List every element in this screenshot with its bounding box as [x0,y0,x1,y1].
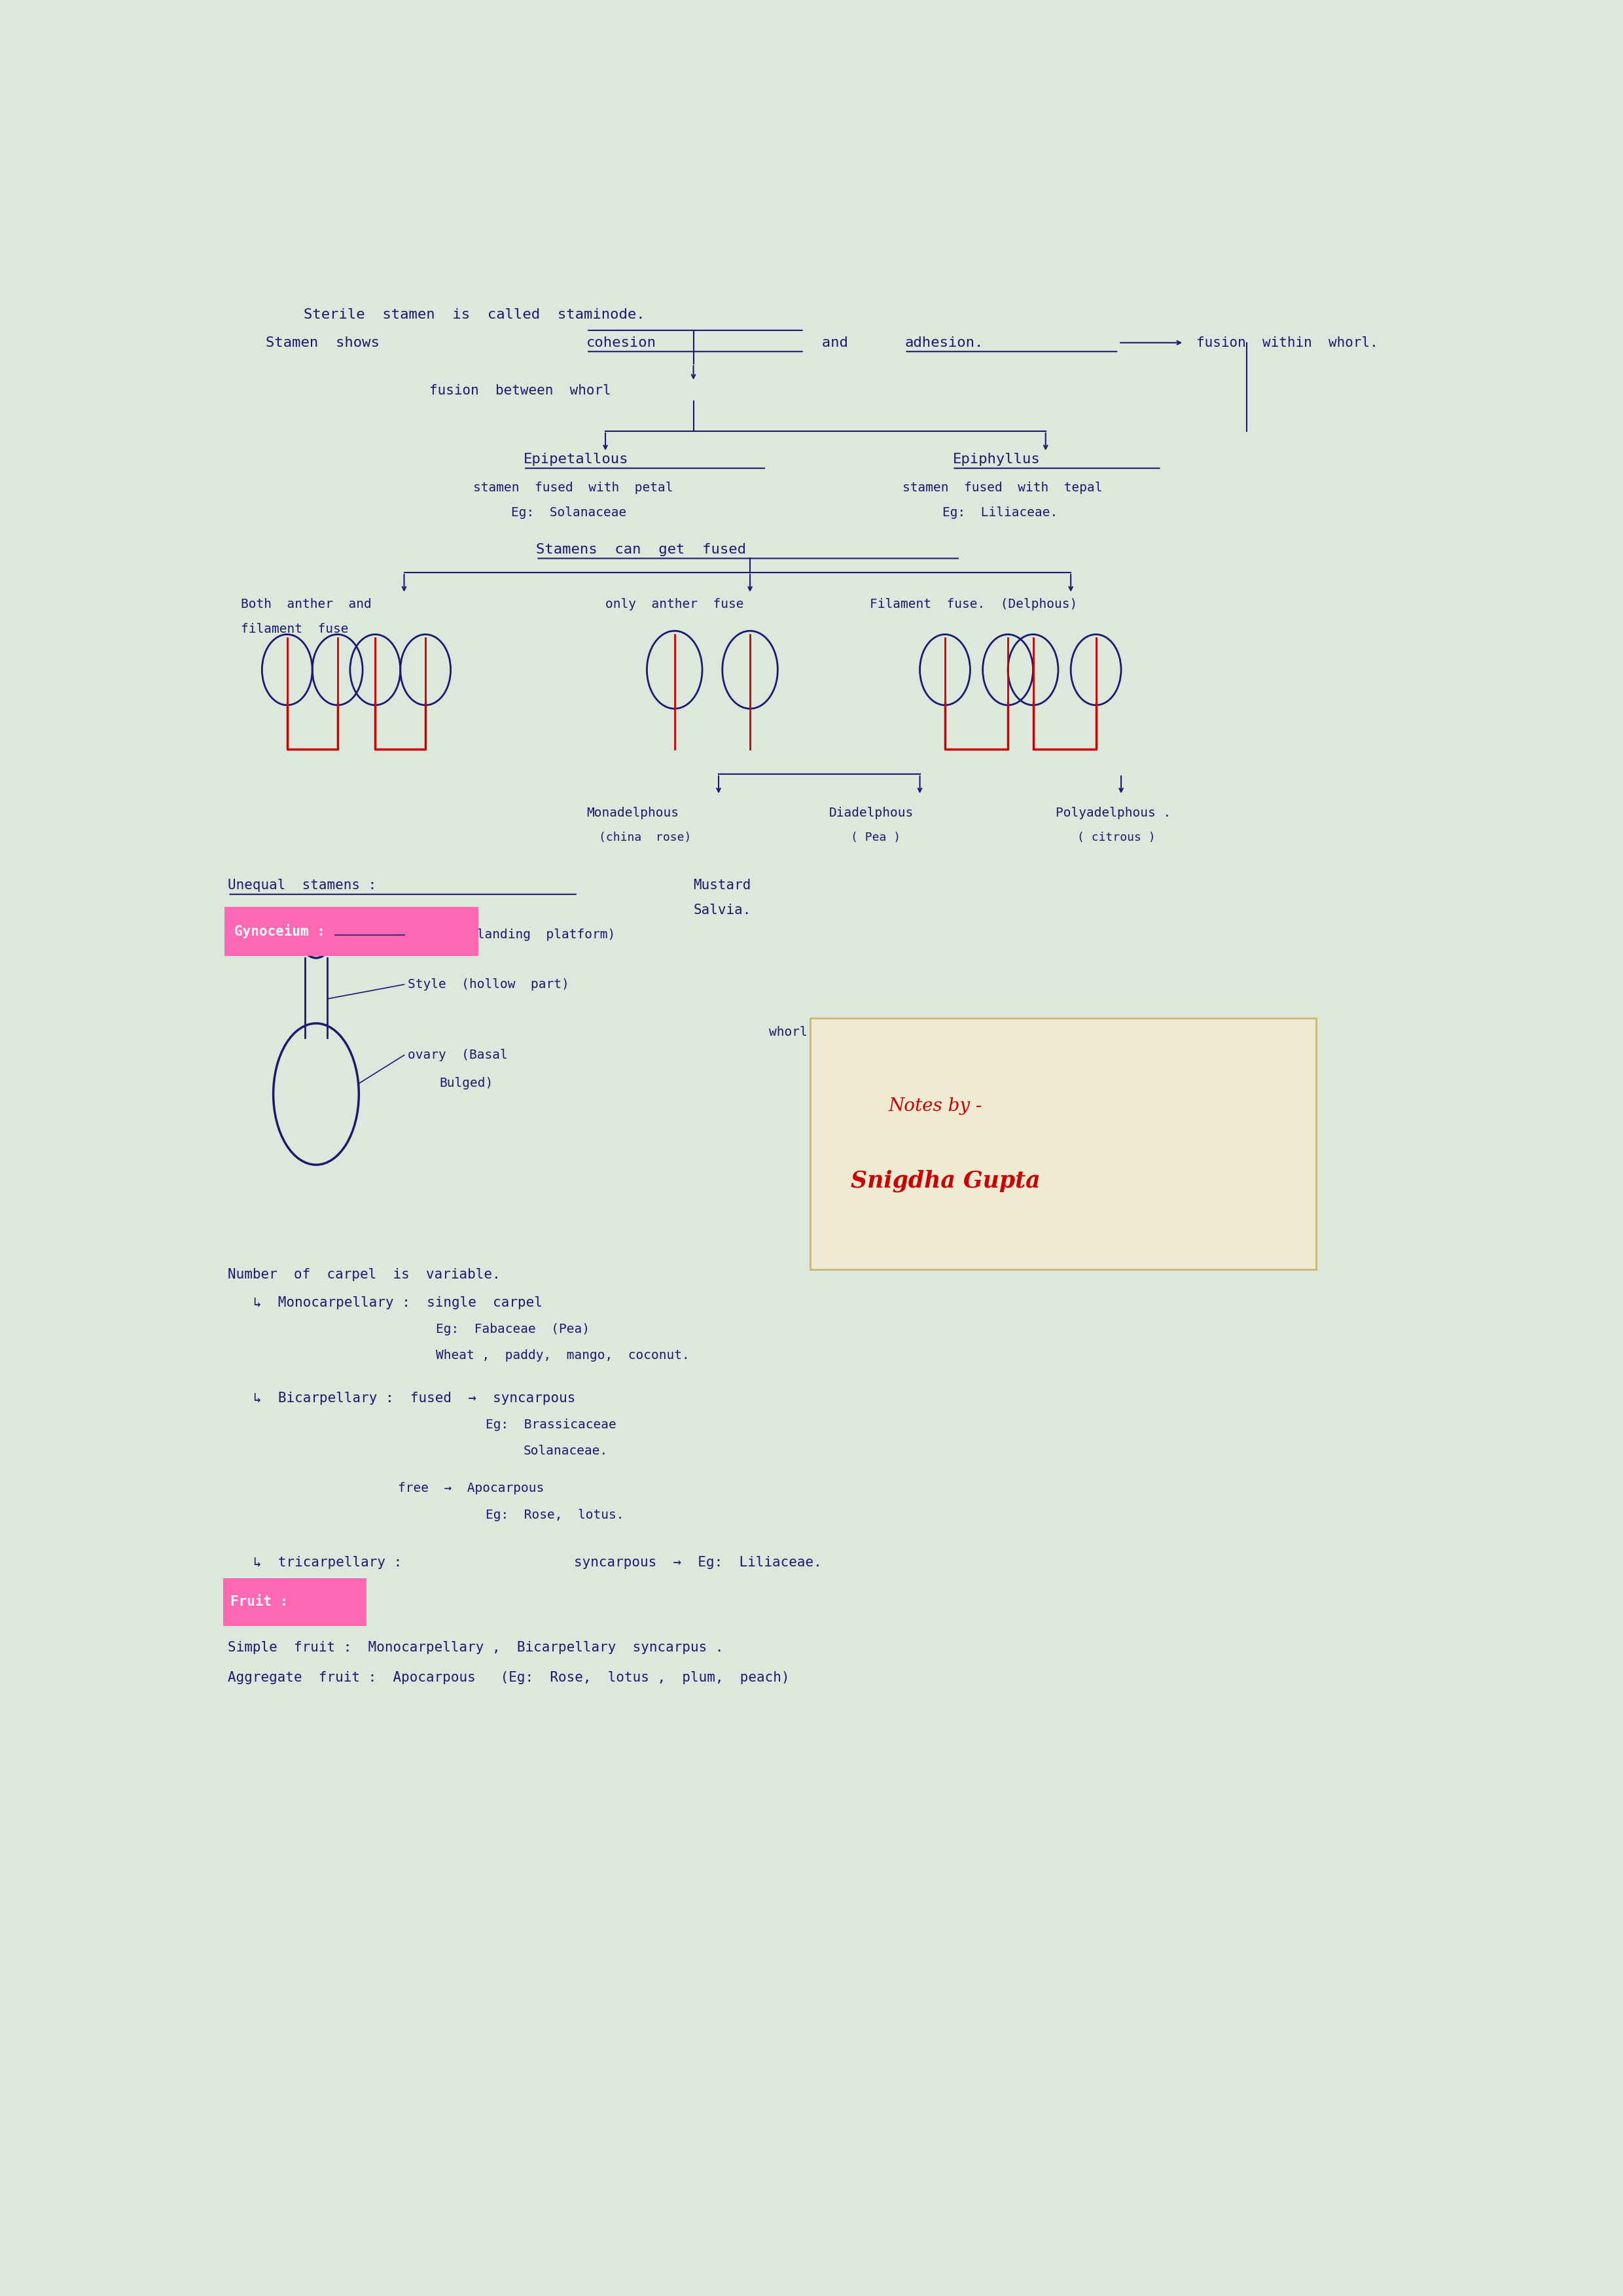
Text: Sterile  stamen  is  called  staminode.: Sterile stamen is called staminode. [304,308,644,321]
Text: Filament  fuse.  (Delphous): Filament fuse. (Delphous) [870,599,1078,611]
Text: Simple  fruit :  Monocarpellary ,  Bicarpellary  syncarpus .: Simple fruit : Monocarpellary , Bicarpel… [227,1642,724,1653]
FancyBboxPatch shape [224,907,479,955]
Text: Unequal  stamens :: Unequal stamens : [227,879,377,891]
Text: adhesion.: adhesion. [904,335,984,349]
Text: Style  (hollow  part): Style (hollow part) [407,978,570,990]
Text: Aggregate  fruit :  Apocarpous   (Eg:  Rose,  lotus ,  plum,  peach): Aggregate fruit : Apocarpous (Eg: Rose, … [227,1671,790,1683]
Text: stamen  fused  with  tepal: stamen fused with tepal [902,482,1102,494]
Text: cohesion: cohesion [586,335,657,349]
Text: Eg:  Rose,  lotus.: Eg: Rose, lotus. [485,1508,625,1520]
Text: filament  fuse: filament fuse [240,622,349,636]
Text: Solanaceae.: Solanaceae. [524,1444,609,1458]
Text: (china  rose): (china rose) [599,831,691,843]
Text: Eg:  Solanaceae: Eg: Solanaceae [511,505,626,519]
Text: Snigdha Gupta: Snigdha Gupta [850,1169,1040,1192]
Text: Fruit :: Fruit : [230,1596,289,1607]
Text: stigma  (landing  platform): stigma (landing platform) [407,930,615,941]
Text: fusion  between  whorl: fusion between whorl [428,383,610,397]
Text: ↳  Bicarpellary :  fused  →  syncarpous: ↳ Bicarpellary : fused → syncarpous [253,1391,576,1405]
Text: free  →  Apocarpous: free → Apocarpous [398,1483,544,1495]
Text: stamen  fused  with  petal: stamen fused with petal [474,482,674,494]
Text: Eg:  Fabaceae  (Pea): Eg: Fabaceae (Pea) [435,1322,589,1336]
Text: Epipetallous: Epipetallous [524,452,628,466]
Text: Wheat ,  paddy,  mango,  coconut.: Wheat , paddy, mango, coconut. [435,1350,690,1362]
Text: Notes by -: Notes by - [888,1097,982,1116]
Text: Polyadelphous .: Polyadelphous . [1055,806,1172,820]
Text: ↳  Monocarpellary :  single  carpel: ↳ Monocarpellary : single carpel [253,1297,542,1309]
Text: syncarpous  →  Eg:  Liliaceae.: syncarpous → Eg: Liliaceae. [575,1557,821,1568]
Text: ( citrous ): ( citrous ) [1078,831,1156,843]
Text: Stamen  shows: Stamen shows [266,335,398,349]
Text: Eg:  Brassicaceae: Eg: Brassicaceae [485,1419,617,1430]
Text: Monadelphous: Monadelphous [586,806,678,820]
Text: fusion  within  whorl.: fusion within whorl. [1196,335,1378,349]
Text: ( Pea ): ( Pea ) [850,831,901,843]
Text: and: and [803,335,865,349]
FancyBboxPatch shape [810,1017,1316,1270]
Text: whorl  of  carpel  =  Gynoceium: whorl of carpel = Gynoceium [769,1026,1008,1038]
Text: only  anther  fuse: only anther fuse [605,599,743,611]
Text: Eg:  Liliaceae.: Eg: Liliaceae. [943,505,1058,519]
Text: Epiphyllus: Epiphyllus [953,452,1040,466]
Text: Both  anther  and: Both anther and [240,599,372,611]
Text: Stamens  can  get  fused: Stamens can get fused [536,544,747,556]
Text: ↳  tricarpellary :: ↳ tricarpellary : [253,1557,403,1568]
Text: Bulged): Bulged) [440,1077,493,1091]
Text: ovary  (Basal: ovary (Basal [407,1049,508,1061]
Text: Salvia.: Salvia. [693,905,751,916]
Text: Number  of  carpel  is  variable.: Number of carpel is variable. [227,1267,500,1281]
Text: Diadelphous: Diadelphous [829,806,914,820]
Text: Gynoceium :: Gynoceium : [234,925,325,939]
Text: Mustard: Mustard [693,879,751,891]
FancyBboxPatch shape [222,1577,367,1626]
